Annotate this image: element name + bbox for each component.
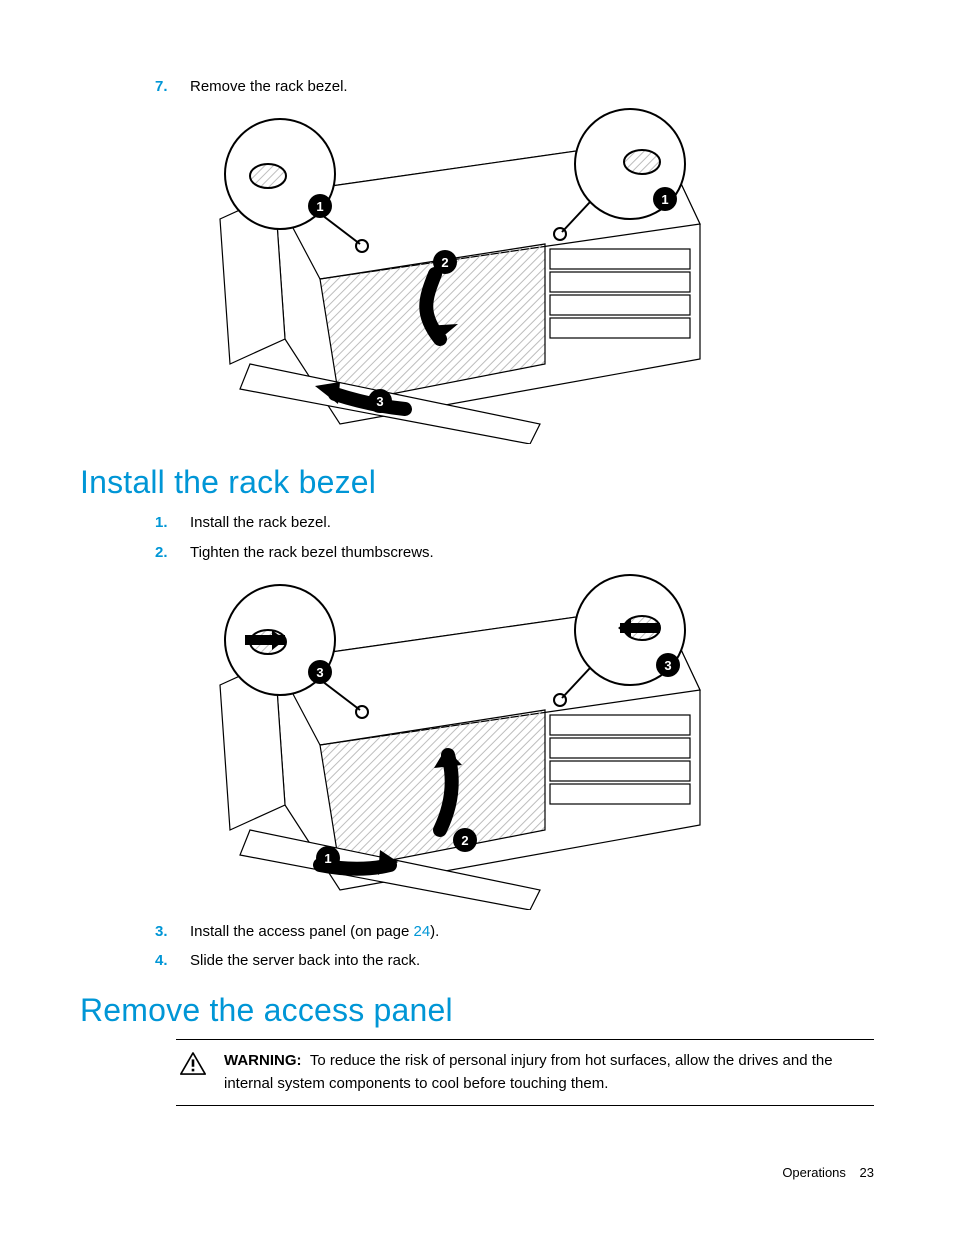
figure2-badge-top-left: 3 — [316, 665, 323, 680]
heading-install-rack-bezel: Install the rack bezel — [80, 464, 874, 501]
step-number: 2. — [155, 541, 168, 564]
figure1-badge-3: 3 — [376, 394, 383, 409]
step-text: Remove the rack bezel. — [190, 78, 348, 95]
pre-figure-steps: 7. Remove the rack bezel. — [155, 75, 874, 98]
step-1: 1. Install the rack bezel. — [155, 511, 874, 534]
footer-page-number: 23 — [860, 1165, 874, 1180]
figure-remove-rack-bezel: 1 1 2 3 — [190, 104, 710, 444]
page-link-24[interactable]: 24 — [413, 923, 430, 940]
step-4: 4. Slide the server back into the rack. — [155, 949, 874, 972]
server-line-drawing-icon: 1 1 2 3 — [190, 104, 710, 444]
step-number: 4. — [155, 949, 168, 972]
figure-install-rack-bezel: 3 3 1 2 — [190, 570, 710, 910]
warning-lead: WARNING: — [224, 1052, 302, 1069]
step-text: Tighten the rack bezel thumbscrews. — [190, 544, 434, 561]
figure2-badge-2: 2 — [461, 833, 468, 848]
warning-text: WARNING: To reduce the risk of personal … — [224, 1050, 866, 1095]
figure1-badge-2: 2 — [441, 255, 448, 270]
heading-remove-access-panel: Remove the access panel — [80, 992, 874, 1029]
step-number: 3. — [155, 920, 168, 943]
step-number: 1. — [155, 511, 168, 534]
figure1-badge-top-right: 1 — [661, 192, 668, 207]
step-text: Slide the server back into the rack. — [190, 952, 420, 969]
install-steps-3-4: 3. Install the access panel (on page 24)… — [155, 920, 874, 973]
step-3: 3. Install the access panel (on page 24)… — [155, 920, 874, 943]
install-steps-1-2: 1. Install the rack bezel. 2. Tighten th… — [155, 511, 874, 564]
page-footer: Operations 23 — [782, 1165, 874, 1180]
server-line-drawing-icon: 3 3 1 2 — [190, 570, 710, 910]
warning-icon — [180, 1052, 206, 1080]
figure1-badge-top-left: 1 — [316, 199, 323, 214]
figure2-badge-top-right: 3 — [664, 658, 671, 673]
step-2: 2. Tighten the rack bezel thumbscrews. — [155, 541, 874, 564]
step-text: Install the rack bezel. — [190, 514, 331, 531]
footer-section: Operations — [782, 1165, 846, 1180]
step-number: 7. — [155, 75, 168, 98]
figure2-badge-1: 1 — [324, 851, 331, 866]
page: 7. Remove the rack bezel. — [0, 0, 954, 1235]
warning-callout: WARNING: To reduce the risk of personal … — [176, 1039, 874, 1106]
step-text-suffix: ). — [430, 923, 439, 940]
warning-body: To reduce the risk of personal injury fr… — [224, 1052, 833, 1092]
step-text-prefix: Install the access panel (on page — [190, 923, 413, 940]
step-7: 7. Remove the rack bezel. — [155, 75, 874, 98]
